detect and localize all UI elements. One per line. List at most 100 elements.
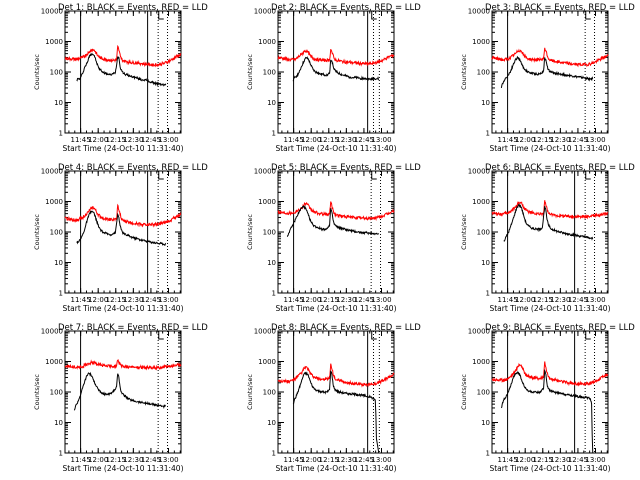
events-series-line: [500, 368, 594, 454]
y-tick-label: 10: [481, 259, 490, 267]
x-tick-label: 11:45: [284, 296, 304, 304]
y-tick-label: 10000: [41, 8, 63, 16]
panel-title: Det 7: BLACK = Events, RED = LLD: [58, 323, 208, 333]
x-tick-label: 12:45: [354, 296, 374, 304]
x-tick-label: 12:45: [141, 296, 161, 304]
x-tick-label: 12:15: [319, 456, 339, 464]
x-tick-label: 13:00: [371, 136, 391, 144]
y-tick-label: 1: [272, 290, 276, 298]
x-axis-label: Start Time (24-Oct-10 11:31:40): [275, 144, 396, 153]
x-tick-label: 12:00: [88, 136, 108, 144]
x-tick-label: 12:00: [515, 296, 535, 304]
y-tick-label: 1000: [472, 358, 490, 366]
x-tick-label: 12:45: [141, 456, 161, 464]
x-tick-label: 13:00: [158, 136, 178, 144]
y-tick-label: 100: [477, 69, 490, 77]
y-tick-label: 1000: [45, 358, 63, 366]
y-tick-label: 10000: [254, 168, 276, 176]
y-tick-label: 10000: [468, 328, 490, 336]
y-tick-label: 100: [477, 229, 490, 237]
x-tick-label: 13:00: [158, 296, 178, 304]
y-tick-label: 100: [477, 389, 490, 397]
marker-flag: [158, 331, 164, 340]
y-tick-label: 100: [263, 229, 276, 237]
y-axis-label: Counts/sec: [33, 214, 41, 250]
x-tick-label: 12:30: [550, 296, 570, 304]
y-tick-label: 1: [272, 450, 276, 458]
y-tick-label: 10000: [41, 168, 63, 176]
x-axis-label: Start Time (24-Oct-10 11:31:40): [62, 464, 183, 473]
x-tick-label: 13:00: [371, 296, 391, 304]
y-tick-label: 10000: [254, 328, 276, 336]
marker-flag: [158, 171, 164, 180]
x-axis-label: Start Time (24-Oct-10 11:31:40): [489, 304, 610, 313]
panel-det-8: Det 8: BLACK = Events, RED = LLD 1 10 100 10…: [246, 323, 421, 473]
y-axis-label: Counts/sec: [246, 54, 254, 90]
y-axis-label: Counts/sec: [460, 54, 468, 90]
panel-title: Det 4: BLACK = Events, RED = LLD: [58, 163, 208, 173]
panel-det-2: Det 2: BLACK = Events, RED = LLD 1 10 100 10…: [246, 3, 421, 153]
y-tick-label: 10: [481, 419, 490, 427]
marker-flag: [371, 331, 377, 340]
x-tick-label: 13:00: [371, 456, 391, 464]
y-tick-label: 10000: [468, 168, 490, 176]
y-tick-label: 100: [50, 389, 63, 397]
x-tick-label: 12:00: [88, 296, 108, 304]
marker-flag: [585, 331, 591, 340]
events-series-line: [73, 371, 167, 411]
x-tick-label: 12:15: [319, 296, 339, 304]
x-tick-label: 12:00: [301, 136, 321, 144]
x-tick-label: 11:45: [284, 456, 304, 464]
y-axis-label: Counts/sec: [460, 374, 468, 410]
lld-series-line: [64, 203, 182, 228]
panel-det-9: Det 9: BLACK = Events, RED = LLD 1 10 100 10…: [460, 323, 635, 473]
marker-flag: [585, 171, 591, 180]
x-axis-label: Start Time (24-Oct-10 11:31:40): [62, 304, 183, 313]
x-tick-label: 12:15: [533, 296, 553, 304]
y-axis-label: Counts/sec: [460, 214, 468, 250]
y-tick-label: 10: [267, 259, 276, 267]
lld-series-line: [277, 48, 395, 67]
lld-series-line: [491, 200, 609, 220]
panel-title: Det 9: BLACK = Events, RED = LLD: [485, 323, 635, 333]
marker-flag: [371, 11, 377, 20]
events-series-line: [503, 203, 594, 242]
panel-det-1: Det 1: BLACK = Events, RED = LLD 1 10 100 10…: [33, 3, 208, 153]
x-tick-label: 12:30: [336, 296, 356, 304]
lld-series-line: [277, 201, 395, 222]
x-tick-label: 12:15: [106, 296, 126, 304]
y-tick-label: 1000: [45, 198, 63, 206]
y-axis-label: Counts/sec: [33, 54, 41, 90]
panel-title: Det 3: BLACK = Events, RED = LLD: [485, 3, 635, 13]
x-tick-label: 12:15: [533, 456, 553, 464]
y-tick-label: 1000: [472, 198, 490, 206]
plot-frame: [277, 170, 395, 294]
events-series-line: [76, 52, 167, 87]
lld-series-line: [64, 44, 182, 68]
marker-flag: [158, 11, 164, 20]
events-series-line: [292, 56, 380, 82]
x-tick-label: 13:00: [585, 136, 605, 144]
y-tick-label: 100: [50, 229, 63, 237]
events-series-line: [500, 55, 594, 89]
panel-det-4: Det 4: BLACK = Events, RED = LLD 1 10 100 10…: [33, 163, 208, 313]
x-tick-label: 12:45: [568, 296, 588, 304]
x-tick-label: 12:15: [319, 136, 339, 144]
x-tick-label: 12:00: [515, 136, 535, 144]
y-tick-label: 10: [267, 99, 276, 107]
panel-title: Det 6: BLACK = Events, RED = LLD: [485, 163, 635, 173]
y-axis-label: Counts/sec: [246, 374, 254, 410]
x-tick-label: 11:45: [498, 456, 518, 464]
x-axis-label: Start Time (24-Oct-10 11:31:40): [489, 144, 610, 153]
events-series-line: [286, 204, 380, 237]
panel-det-6: Det 6: BLACK = Events, RED = LLD 1 10 100 10…: [460, 163, 635, 313]
plot-frame: [491, 170, 609, 294]
x-axis-label: Start Time (24-Oct-10 11:31:40): [62, 144, 183, 153]
y-tick-label: 1: [59, 450, 63, 458]
x-tick-label: 12:15: [533, 136, 553, 144]
events-series-line: [76, 210, 167, 246]
y-tick-label: 100: [263, 69, 276, 77]
panel-det-7: Det 7: BLACK = Events, RED = LLD 1 10 100 10…: [33, 323, 208, 473]
x-tick-label: 12:30: [550, 136, 570, 144]
y-axis-label: Counts/sec: [33, 374, 41, 410]
